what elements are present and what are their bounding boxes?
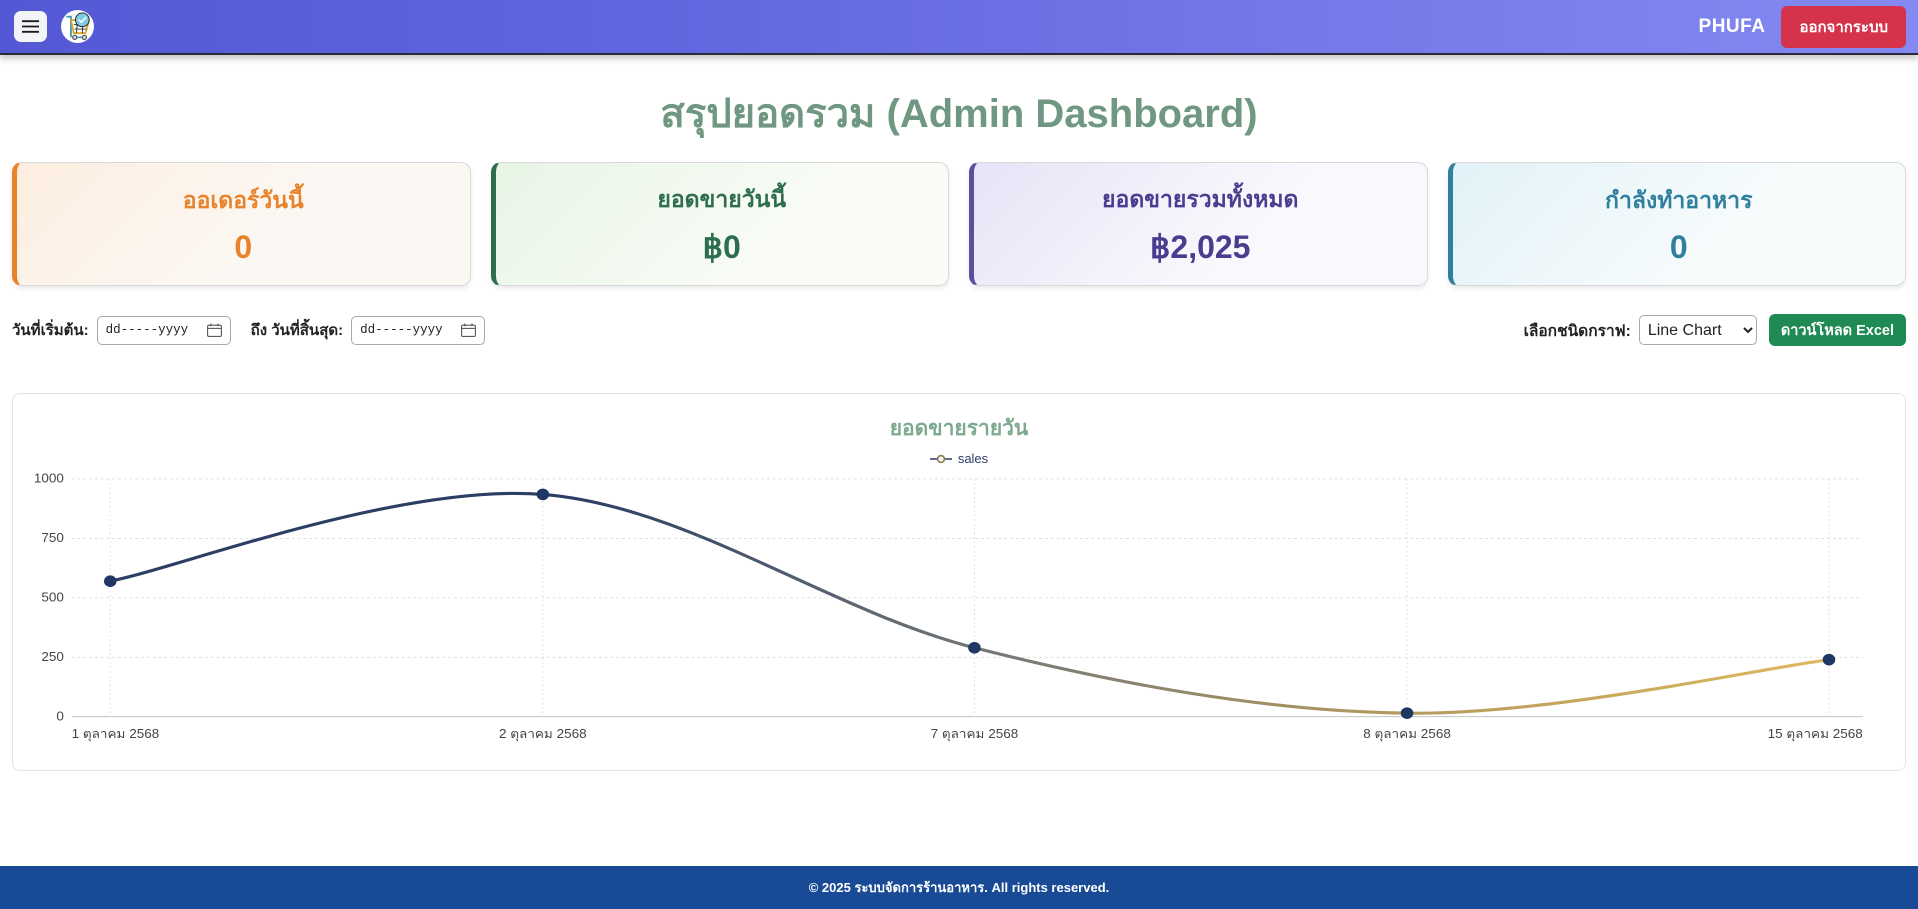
svg-text:8 ตุลาคม 2568: 8 ตุลาคม 2568 [1363,727,1451,742]
svg-text:15 ตุลาคม 2568: 15 ตุลาคม 2568 [1768,727,1863,742]
svg-text:500: 500 [41,590,64,604]
svg-text:1 ตุลาคม 2568: 1 ตุลาคม 2568 [72,727,160,742]
svg-text:750: 750 [41,530,64,544]
svg-text:0: 0 [56,709,64,723]
svg-text:1000: 1000 [34,471,64,485]
svg-text:250: 250 [41,649,64,663]
svg-text:7 ตุลาคม 2568: 7 ตุลาคม 2568 [931,727,1019,742]
svg-text:2 ตุลาคม 2568: 2 ตุลาคม 2568 [499,727,587,742]
